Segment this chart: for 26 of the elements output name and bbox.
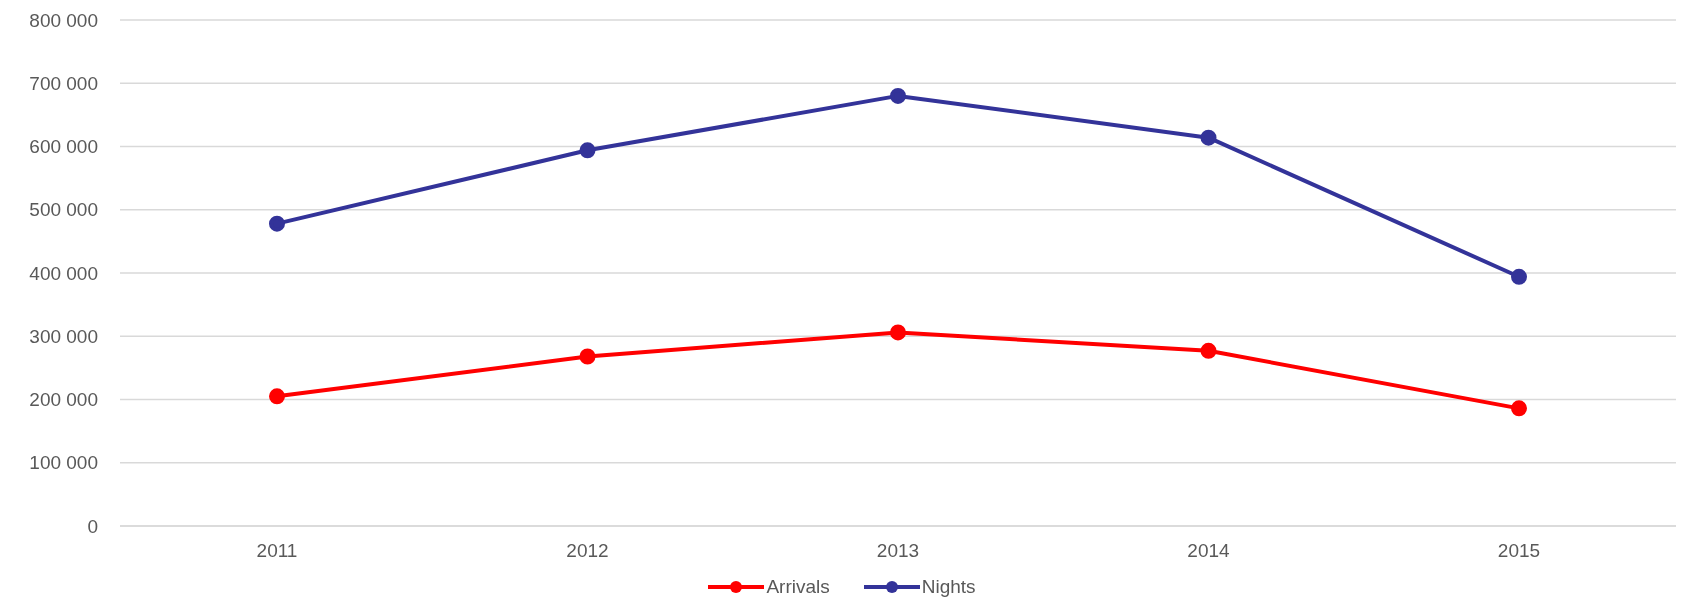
y-tick-label: 0 — [87, 515, 98, 537]
point — [579, 348, 596, 365]
y-tick-label: 400 000 — [29, 262, 98, 284]
point — [890, 87, 906, 104]
x-tick-label: 2013 — [876, 540, 920, 562]
x-tick-label: 2011 — [256, 540, 298, 562]
y-tick-label: 200 000 — [29, 389, 98, 411]
point — [579, 142, 596, 159]
y-tick-label: 100 000 — [29, 452, 98, 474]
y-tick-label: 300 000 — [29, 325, 98, 347]
point — [1200, 342, 1217, 359]
y-tick-label: 800 000 — [29, 9, 98, 31]
legend-label: Arrivals — [765, 576, 830, 598]
x-tick-label: 2012 — [566, 540, 609, 562]
y-tick-label: 500 000 — [29, 199, 98, 221]
y-tick-label: 600 000 — [29, 136, 98, 158]
point — [269, 388, 285, 405]
point — [1200, 129, 1217, 146]
point — [269, 215, 285, 232]
x-tick-label: 2015 — [1497, 540, 1541, 562]
point — [1511, 268, 1527, 285]
x-tick-label: 2014 — [1187, 540, 1231, 562]
y-tick-label: 700 000 — [29, 73, 98, 94]
point — [1511, 400, 1527, 417]
legend-label: Nights — [920, 576, 976, 598]
point — [890, 324, 906, 341]
